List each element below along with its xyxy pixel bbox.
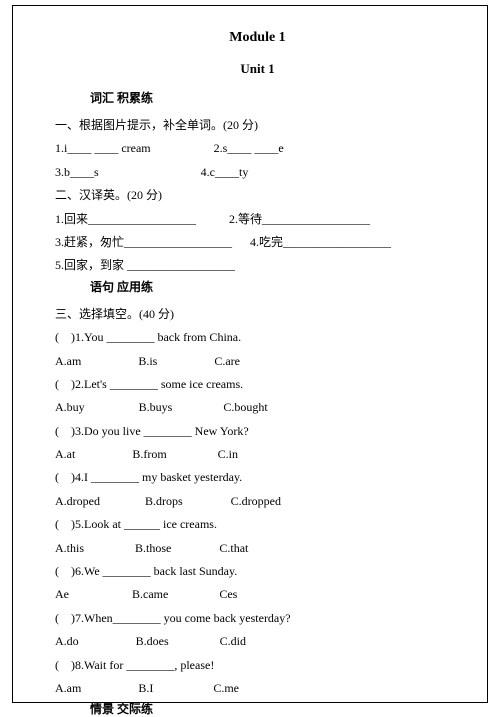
section3-content: 三、选择填空。(40 分) ( )1.You ________ back fro… bbox=[55, 303, 460, 701]
q4-opts: A.droped B.drops C.dropped bbox=[55, 490, 460, 513]
q6: ( )6.We ________ back last Sunday. bbox=[55, 560, 460, 583]
q7a: A.do bbox=[55, 634, 79, 648]
q3: ( )3.Do you live ________ New York? bbox=[55, 420, 460, 443]
q5: ( )5.Look at ______ ice creams. bbox=[55, 513, 460, 536]
q6a: Ae bbox=[55, 587, 69, 601]
q3b: B.from bbox=[132, 447, 166, 461]
q3-opts: A.at B.from C.in bbox=[55, 443, 460, 466]
section2-row2: 3.赶紧，匆忙__________________ 4.吃完__________… bbox=[55, 231, 460, 254]
s2r2r: 4.吃完__________________ bbox=[250, 235, 391, 249]
q8b: B.I bbox=[138, 681, 153, 695]
section2-row1: 1.回来__________________ 2.等待_____________… bbox=[55, 208, 460, 231]
q4b: B.drops bbox=[145, 494, 183, 508]
q3c: C.in bbox=[218, 447, 238, 461]
section2-intro: 二、汉译英。(20 分) bbox=[55, 184, 460, 207]
q4c: C.dropped bbox=[231, 494, 281, 508]
section1-intro: 一、根据图片提示，补全单词。(20 分) bbox=[55, 114, 460, 137]
section1-row2: 3.b____s 4.c____ty bbox=[55, 161, 460, 184]
module-title: Module 1 bbox=[55, 30, 460, 46]
s2r1r: 2.等待__________________ bbox=[229, 212, 370, 226]
unit-title: Unit 1 bbox=[55, 61, 460, 77]
s1r1r: 2.s____ ____e bbox=[214, 141, 284, 155]
q6c: Ces bbox=[219, 587, 237, 601]
q8c: C.me bbox=[213, 681, 239, 695]
q5c: C.that bbox=[219, 541, 248, 555]
q8: ( )8.Wait for ________, please! bbox=[55, 654, 460, 677]
q7c: C.did bbox=[220, 634, 246, 648]
q5b: B.those bbox=[135, 541, 171, 555]
section1-row1: 1.i____ ____ cream 2.s____ ____e bbox=[55, 137, 460, 160]
s2r2l: 3.赶紧，匆忙__________________ bbox=[55, 235, 232, 249]
section1-heading: 词汇 积累练 bbox=[90, 89, 460, 106]
q2: ( )2.Let's ________ some ice creams. bbox=[55, 373, 460, 396]
section2-content: 二、汉译英。(20 分) 1.回来__________________ 2.等待… bbox=[55, 184, 460, 278]
q1: ( )1.You ________ back from China. bbox=[55, 326, 460, 349]
q3a: A.at bbox=[55, 447, 75, 461]
q7-opts: A.do B.does C.did bbox=[55, 630, 460, 653]
section1-content: 一、根据图片提示，补全单词。(20 分) 1.i____ ____ cream … bbox=[55, 114, 460, 184]
q8-opts: A.am B.I C.me bbox=[55, 677, 460, 700]
q5-opts: A.this B.those C.that bbox=[55, 537, 460, 560]
q2c: C.bought bbox=[223, 400, 267, 414]
s1r1l: 1.i____ ____ cream bbox=[55, 141, 151, 155]
section2-row3: 5.回家，到家 __________________ bbox=[55, 254, 460, 277]
q7: ( )7.When________ you come back yesterda… bbox=[55, 607, 460, 630]
q2b: B.buys bbox=[139, 400, 173, 414]
q4a: A.droped bbox=[55, 494, 100, 508]
section4-heading: 情景 交际练 bbox=[90, 700, 460, 717]
q1b: B.is bbox=[138, 354, 157, 368]
q4: ( )4.I ________ my basket yesterday. bbox=[55, 466, 460, 489]
q2-opts: A.buy B.buys C.bought bbox=[55, 396, 460, 419]
q1-opts: A.am B.is C.are bbox=[55, 350, 460, 373]
q1a: A.am bbox=[55, 354, 81, 368]
section3-heading: 语句 应用练 bbox=[90, 278, 460, 295]
q2a: A.buy bbox=[55, 400, 85, 414]
q1c: C.are bbox=[214, 354, 240, 368]
q5a: A.this bbox=[55, 541, 84, 555]
q8a: A.am bbox=[55, 681, 81, 695]
s1r2l: 3.b____s bbox=[55, 165, 99, 179]
q6b: B.came bbox=[132, 587, 168, 601]
q7b: B.does bbox=[136, 634, 169, 648]
q6-opts: Ae B.came Ces bbox=[55, 583, 460, 606]
section3-intro: 三、选择填空。(40 分) bbox=[55, 303, 460, 326]
s2r1l: 1.回来__________________ bbox=[55, 212, 196, 226]
s1r2r: 4.c____ty bbox=[201, 165, 249, 179]
